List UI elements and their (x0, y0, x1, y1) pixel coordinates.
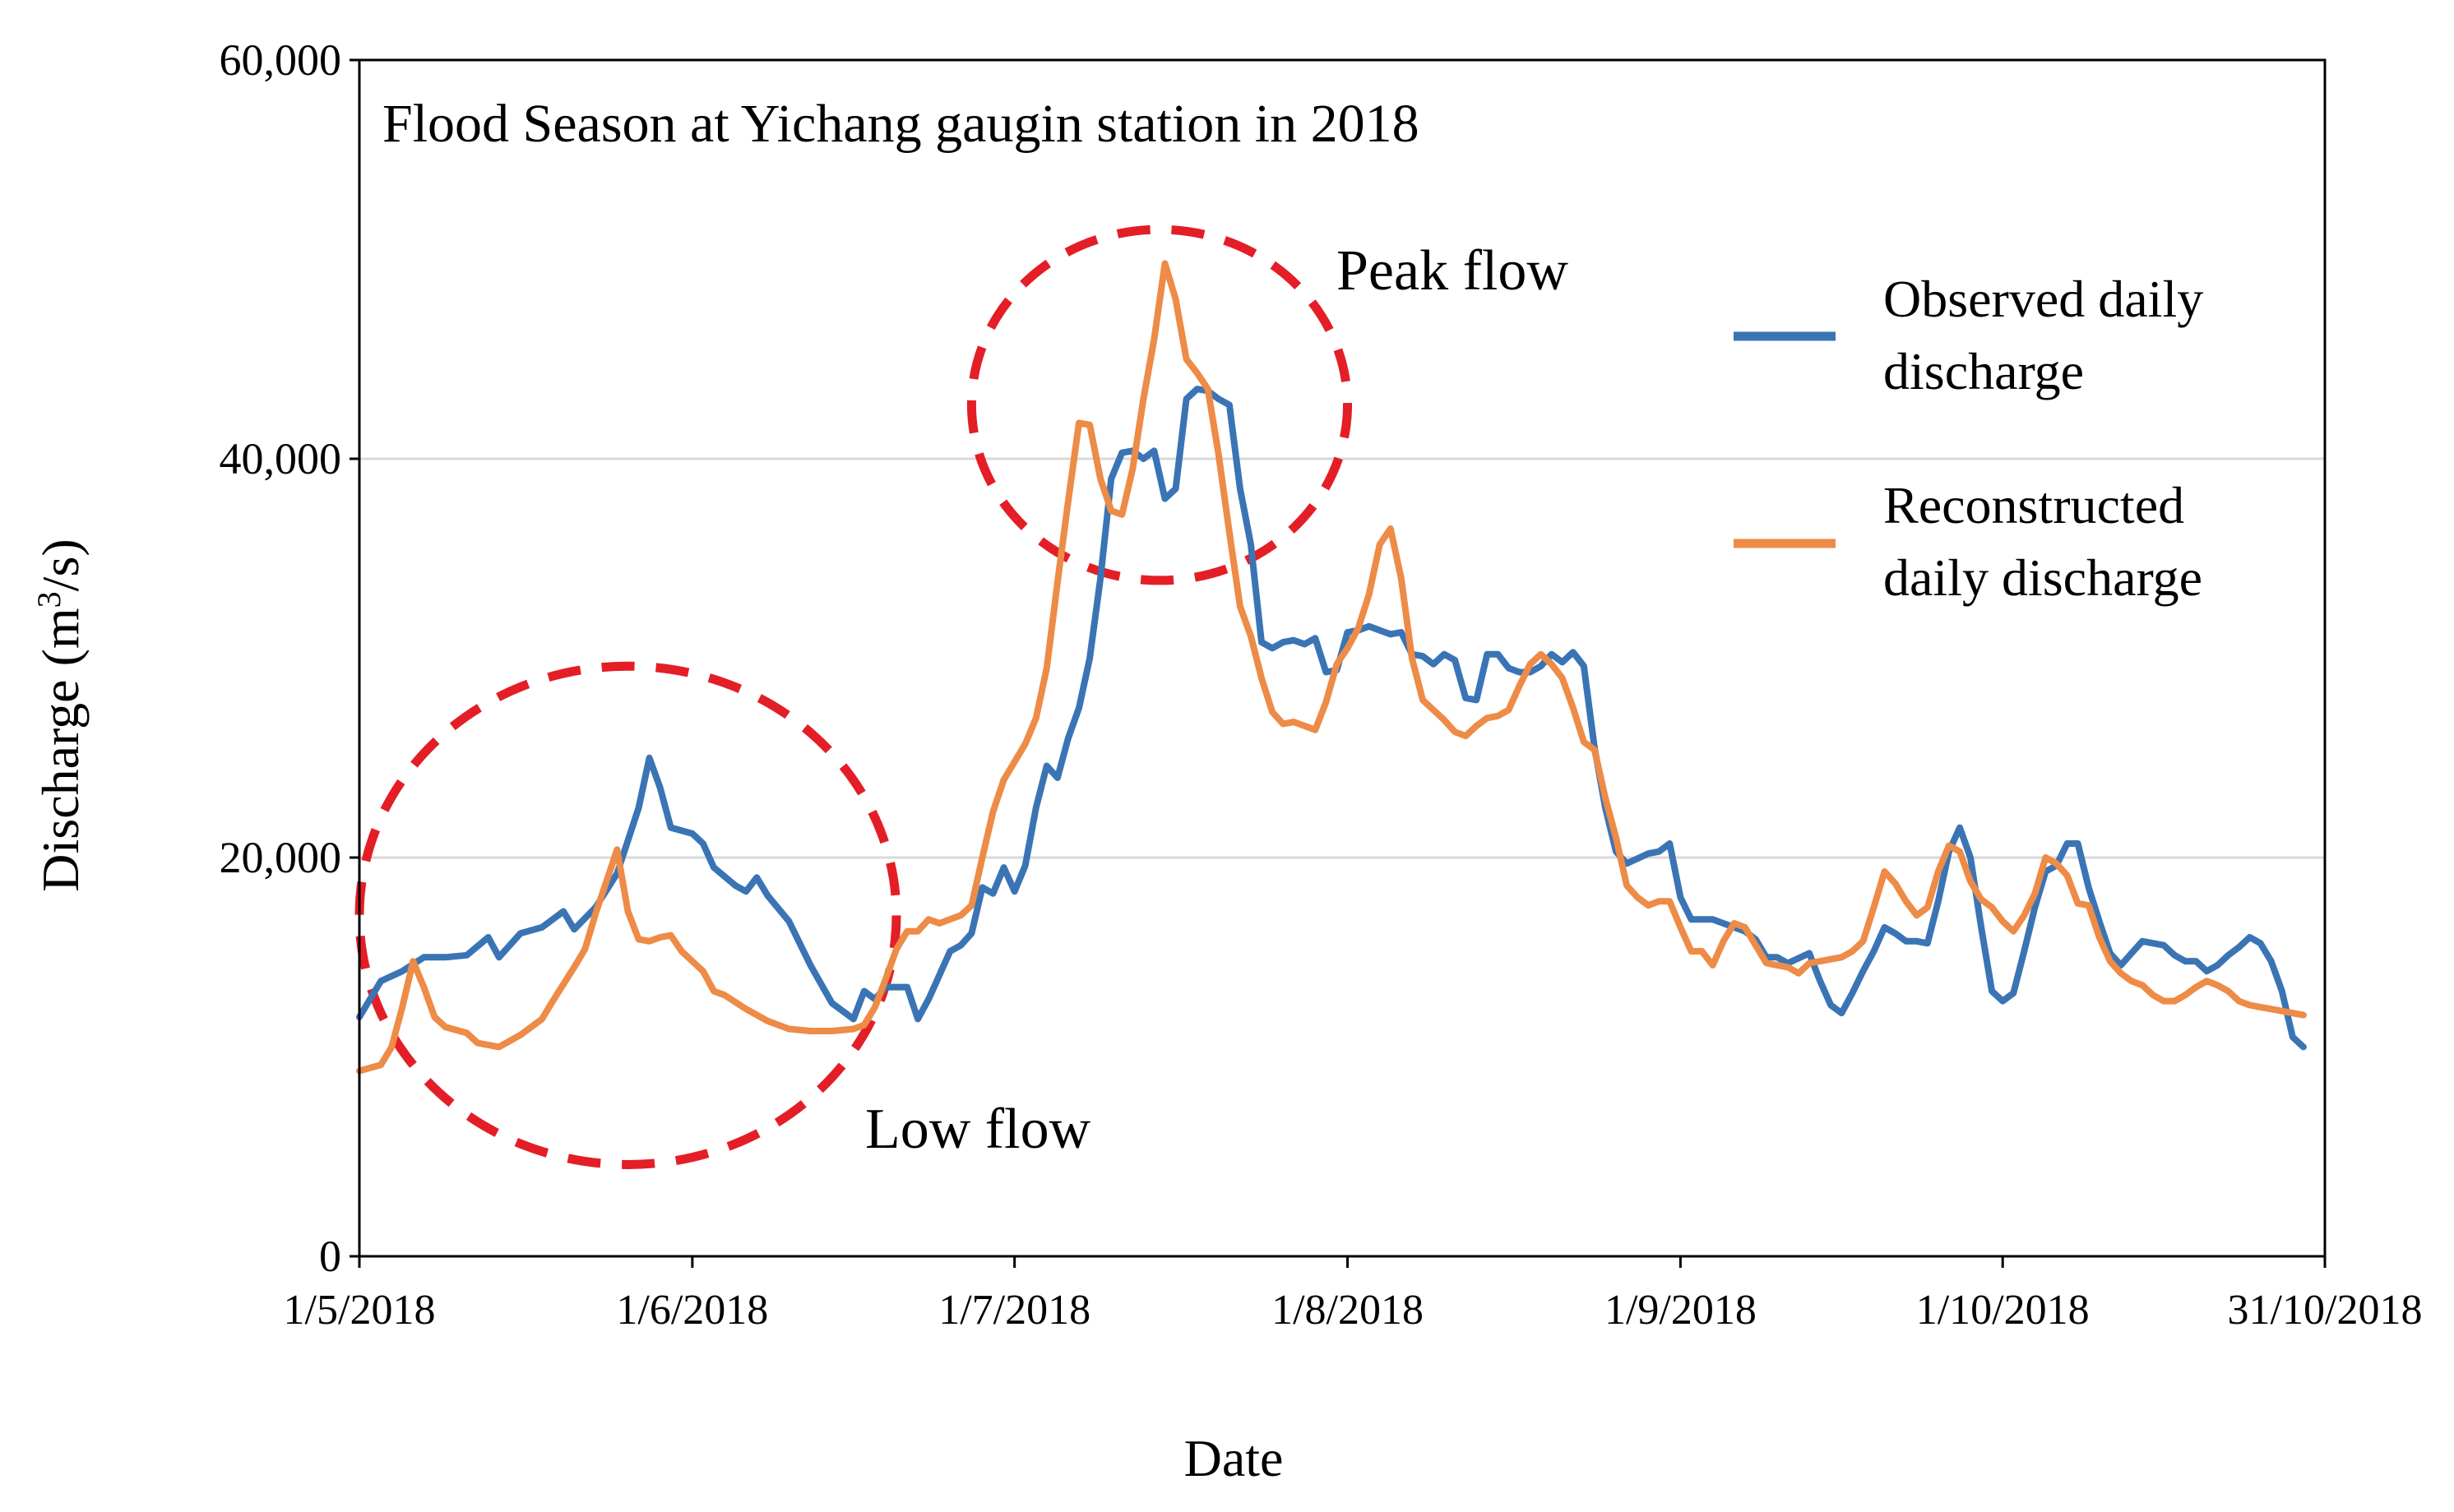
series-lines (356, 260, 2307, 1075)
y-tick-label-1: 20,000 (220, 833, 342, 882)
x-tick-label-2: 1/7/2018 (938, 1287, 1090, 1334)
x-axis-title: Date (1184, 1429, 1284, 1487)
y-axis-title-prefix: Discharge (m (31, 608, 90, 891)
legend-label-reconstructed-line-1: Reconstructed (1883, 476, 2184, 534)
legend-label-reconstructed-line-2: daily discharge (1883, 548, 2202, 607)
peak-flow-annotation: Peak flow (1336, 239, 1568, 303)
x-tick-label-6: 31/10/2018 (2228, 1287, 2423, 1334)
x-tick-label-3: 1/8/2018 (1271, 1287, 1424, 1334)
y-tick-label-0: 0 (319, 1232, 341, 1281)
y-axis-title: Discharge (m3/s) (30, 539, 90, 891)
x-tick-label-1: 1/6/2018 (616, 1287, 768, 1334)
peak-flow-region-circle (966, 224, 1353, 585)
axes (358, 58, 2327, 1258)
legend-label-observed-line-1: Observed daily (1883, 270, 2203, 328)
low-flow-annotation: Low flow (865, 1098, 1091, 1161)
gridlines (359, 457, 2325, 859)
plot-frame (358, 58, 2327, 1258)
x-tick-label-4: 1/9/2018 (1604, 1287, 1757, 1334)
legend-label-observed-line-2: discharge (1883, 342, 2084, 400)
x-tick-label-0: 1/5/2018 (284, 1287, 436, 1334)
legend: Observed daily discharge Reconstructed d… (1734, 270, 2203, 607)
y-tick-label-3: 60,000 (220, 35, 342, 85)
y-tick-label-2: 40,000 (220, 434, 342, 483)
y-axis-title-suffix: /s) (31, 539, 90, 591)
series-reconstructed-line (356, 260, 2307, 1075)
highlight-regions (354, 224, 1353, 1169)
low-flow-region-circle (354, 661, 901, 1169)
tick-labels: 0 20,000 40,000 60,000 1/5/2018 1/6/2018 1/7/2… (220, 35, 2423, 1334)
y-axis-title-superscript: 3 (30, 591, 67, 608)
chart-title: Flood Season at Yichang gaugin station i… (382, 94, 1419, 154)
x-tick-label-5: 1/10/2018 (1916, 1287, 2090, 1334)
